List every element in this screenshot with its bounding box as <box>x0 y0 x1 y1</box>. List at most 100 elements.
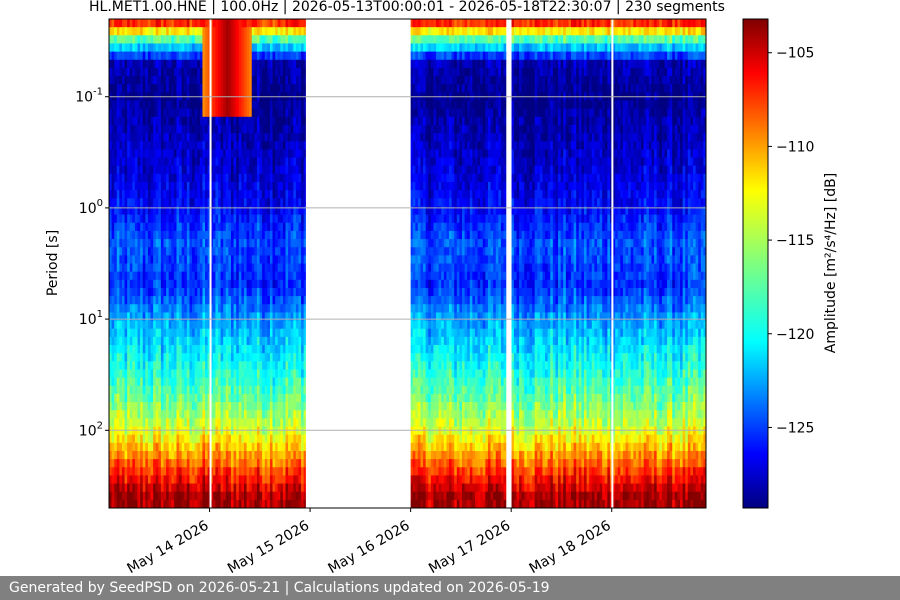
heatmap-cell <box>147 434 152 444</box>
heatmap-cell <box>124 27 128 36</box>
heatmap-cell <box>218 483 222 493</box>
heatmap-cell <box>210 377 214 387</box>
heatmap-cell <box>241 402 245 411</box>
heatmap-cell <box>121 361 126 371</box>
heatmap-cell <box>189 499 193 508</box>
heatmap-cell <box>228 402 232 411</box>
heatmap-cell <box>158 393 162 403</box>
heatmap-cell <box>166 108 170 118</box>
heatmap-cell <box>109 442 113 452</box>
heatmap-cell <box>215 434 219 444</box>
heatmap-cell <box>251 287 255 297</box>
heatmap-cell <box>238 361 242 371</box>
heatmap-cell <box>119 43 123 53</box>
heatmap-cell <box>192 182 196 191</box>
heatmap-cell <box>215 483 219 493</box>
heatmap-cell <box>145 173 149 183</box>
heatmap-cell <box>186 19 191 28</box>
heatmap-cell <box>215 230 219 240</box>
heatmap-cell <box>186 475 191 485</box>
heatmap-cell <box>233 198 237 208</box>
heatmap-cell <box>207 206 211 216</box>
heatmap-cell <box>181 353 185 362</box>
heatmap-cell <box>147 385 152 395</box>
heatmap-cell <box>184 353 188 362</box>
heatmap-cell <box>176 182 180 191</box>
heatmap-cell <box>145 320 149 330</box>
heatmap-cell <box>254 35 258 45</box>
heatmap-cell <box>231 483 235 493</box>
heatmap-cell <box>166 222 170 232</box>
heatmap-cell <box>189 206 193 216</box>
heatmap-cell <box>262 100 266 110</box>
heatmap-cell <box>114 239 118 248</box>
heatmap-cell <box>215 385 219 395</box>
heatmap-cell <box>132 377 136 387</box>
heatmap-cell <box>225 19 229 28</box>
heatmap-cell <box>181 214 185 224</box>
heatmap-cell <box>142 296 146 305</box>
heatmap-cell <box>202 426 206 436</box>
heatmap-cell <box>199 483 204 493</box>
heatmap-cell <box>238 377 242 387</box>
heatmap-cell <box>238 263 242 273</box>
heatmap-cell <box>262 173 266 183</box>
heatmap-cell <box>197 459 201 468</box>
heatmap-cell <box>259 255 263 265</box>
heatmap-cell <box>163 361 167 371</box>
heatmap-cell <box>155 377 159 387</box>
heatmap-cell <box>124 133 128 142</box>
heatmap-cell <box>124 393 128 403</box>
heatmap-cell <box>236 483 240 493</box>
heatmap-cell <box>194 100 198 110</box>
heatmap-cell <box>192 320 196 330</box>
heatmap-cell <box>171 467 175 476</box>
heatmap-cell <box>233 353 237 362</box>
heatmap-cell <box>134 402 139 411</box>
heatmap-cell <box>160 320 165 330</box>
heatmap-cell <box>132 19 136 28</box>
heatmap-cell <box>236 467 240 476</box>
heatmap-cell <box>186 369 191 379</box>
heatmap-cell <box>256 206 261 216</box>
heatmap-cell <box>184 165 188 175</box>
heatmap-cell <box>129 67 133 77</box>
heatmap-cell <box>202 328 206 338</box>
heatmap-cell <box>179 190 183 199</box>
heatmap-cell <box>212 222 217 232</box>
heatmap-cell <box>218 173 222 183</box>
heatmap-cell <box>256 19 261 28</box>
heatmap-cell <box>246 345 250 354</box>
heatmap-cell <box>163 402 167 411</box>
heatmap-cell <box>236 157 240 167</box>
heatmap-cell <box>197 190 201 199</box>
heatmap-cell <box>197 328 201 338</box>
heatmap-cell <box>140 43 144 53</box>
heatmap-cell <box>194 239 198 248</box>
heatmap-cell <box>228 100 232 110</box>
heatmap-cell <box>197 442 201 452</box>
heatmap-cell <box>212 116 217 126</box>
heatmap-cell <box>173 116 178 126</box>
heatmap-cell <box>192 483 196 493</box>
heatmap-cell <box>166 328 170 338</box>
heatmap-cell <box>140 198 144 208</box>
heatmap-cell <box>243 214 248 224</box>
heatmap-cell <box>202 247 206 256</box>
heatmap-cell <box>158 263 162 273</box>
heatmap-cell <box>215 206 219 216</box>
heatmap-cell <box>215 255 219 265</box>
heatmap-cell <box>163 296 167 305</box>
heatmap-cell <box>243 76 248 85</box>
heatmap-cell <box>243 230 248 240</box>
heatmap-cell <box>129 426 133 436</box>
heatmap-cell <box>132 499 136 508</box>
heatmap-cell <box>186 108 191 118</box>
heatmap-cell <box>249 43 253 53</box>
heatmap-cell <box>210 100 214 110</box>
heatmap-cell <box>137 43 141 53</box>
heatmap-cell <box>202 59 206 69</box>
heatmap-cell <box>243 206 248 216</box>
heatmap-cell <box>121 149 126 159</box>
heatmap-cell <box>228 230 232 240</box>
